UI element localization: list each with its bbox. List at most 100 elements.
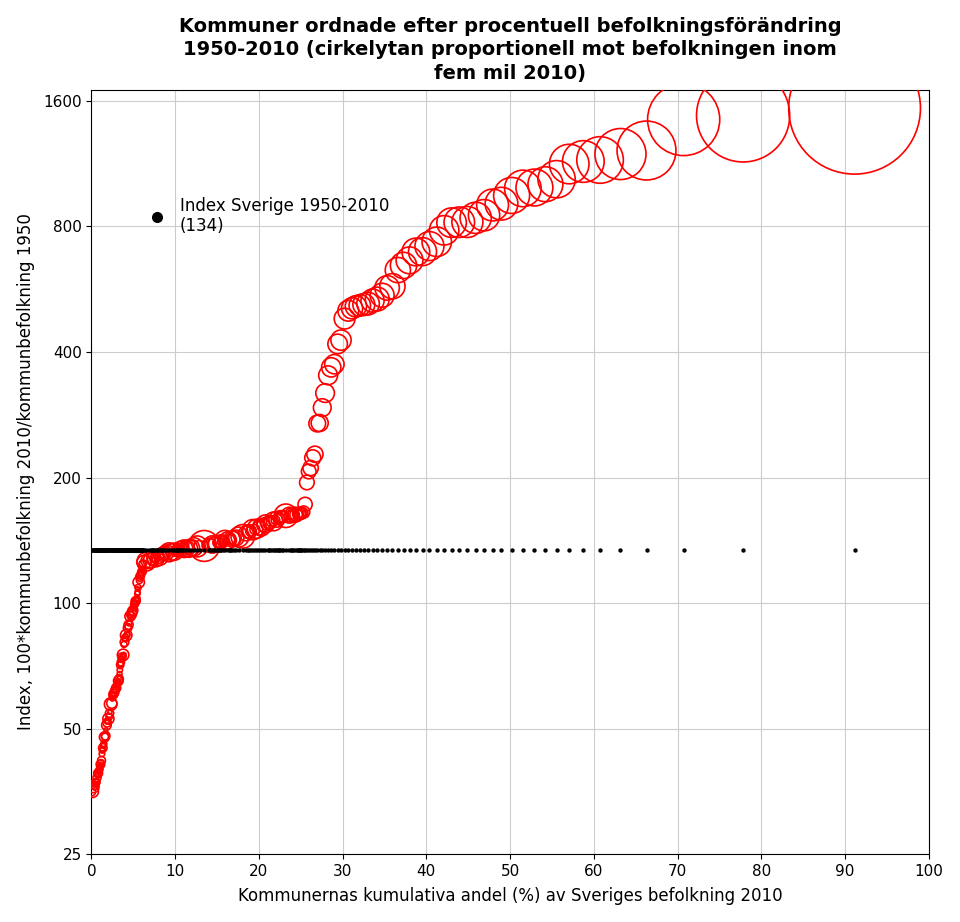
Point xyxy=(197,543,212,558)
Point xyxy=(268,543,283,558)
Point xyxy=(132,573,147,588)
Point xyxy=(676,543,691,558)
Point xyxy=(97,543,112,558)
Point xyxy=(276,543,291,558)
Point xyxy=(90,543,106,558)
Point xyxy=(345,543,360,558)
Point xyxy=(168,544,183,559)
Point xyxy=(123,543,138,558)
Point xyxy=(274,510,289,525)
Point xyxy=(101,543,116,558)
Point xyxy=(120,620,135,634)
Point xyxy=(273,510,288,525)
Point xyxy=(113,657,129,672)
Point xyxy=(421,239,437,254)
Point xyxy=(214,543,229,558)
Point xyxy=(84,785,99,799)
Point xyxy=(318,385,333,400)
Point xyxy=(130,543,145,558)
Point xyxy=(402,253,418,267)
Point xyxy=(295,505,310,520)
Point xyxy=(186,543,202,558)
Point xyxy=(141,543,156,558)
Point xyxy=(284,508,300,523)
Point xyxy=(493,543,509,558)
Title: Kommuner ordnade efter procentuell befolkningsförändring
1950-2010 (cirkelytan p: Kommuner ordnade efter procentuell befol… xyxy=(179,17,841,83)
Point xyxy=(117,543,132,558)
Point xyxy=(108,543,123,558)
Point xyxy=(130,585,145,599)
Point xyxy=(476,207,492,222)
Point xyxy=(88,774,104,789)
Point xyxy=(549,171,564,186)
Point xyxy=(281,508,297,523)
Point xyxy=(92,543,108,558)
Point xyxy=(112,667,128,681)
Point xyxy=(111,670,127,685)
Point xyxy=(258,543,274,558)
Point xyxy=(562,543,577,558)
Point xyxy=(89,767,105,782)
Point xyxy=(222,543,237,558)
Point xyxy=(130,586,145,601)
Point xyxy=(89,543,105,558)
Point xyxy=(243,543,258,558)
Point xyxy=(104,696,119,711)
Point xyxy=(95,741,110,756)
Point xyxy=(504,188,519,203)
Point xyxy=(247,543,262,558)
Point xyxy=(127,543,142,558)
Point xyxy=(203,538,218,552)
Point xyxy=(106,543,121,558)
Point xyxy=(318,543,333,558)
Point xyxy=(145,543,160,558)
Point xyxy=(132,570,148,585)
Point xyxy=(286,543,301,558)
Point xyxy=(210,543,226,558)
Point xyxy=(538,177,553,192)
Point xyxy=(113,543,129,558)
Point xyxy=(110,675,126,690)
Point xyxy=(127,598,142,613)
Point xyxy=(92,762,108,776)
Point xyxy=(123,608,138,622)
Point xyxy=(97,543,112,558)
Point xyxy=(108,543,123,558)
Point xyxy=(96,738,111,752)
Point xyxy=(291,506,306,521)
Point xyxy=(263,543,278,558)
Point xyxy=(106,688,121,703)
Point xyxy=(330,337,346,351)
Point xyxy=(612,147,628,161)
Point xyxy=(225,532,240,547)
Point xyxy=(155,547,170,561)
Point xyxy=(396,258,411,273)
Point xyxy=(348,299,364,313)
Point xyxy=(360,296,375,311)
Point xyxy=(296,543,311,558)
Point xyxy=(242,543,257,558)
Point xyxy=(289,507,304,522)
Point xyxy=(175,543,190,558)
Point xyxy=(169,543,184,558)
Point xyxy=(247,522,262,537)
Point xyxy=(220,543,235,558)
Point xyxy=(242,525,257,539)
Point xyxy=(117,543,132,558)
Point xyxy=(132,574,147,589)
Point xyxy=(390,543,405,558)
Point xyxy=(126,603,141,618)
Point xyxy=(138,543,154,558)
Point xyxy=(85,543,101,558)
Point xyxy=(240,525,255,539)
Y-axis label: Index, 100*kommunbefolkning 2010/kommunbefolkning 1950: Index, 100*kommunbefolkning 2010/kommunb… xyxy=(16,214,35,730)
Point xyxy=(120,543,135,558)
Point xyxy=(90,766,106,781)
Point xyxy=(98,543,113,558)
Point xyxy=(293,543,308,558)
Point xyxy=(107,685,122,700)
Point xyxy=(390,263,405,278)
Point xyxy=(129,543,144,558)
Point xyxy=(204,543,220,558)
Point xyxy=(113,655,129,669)
